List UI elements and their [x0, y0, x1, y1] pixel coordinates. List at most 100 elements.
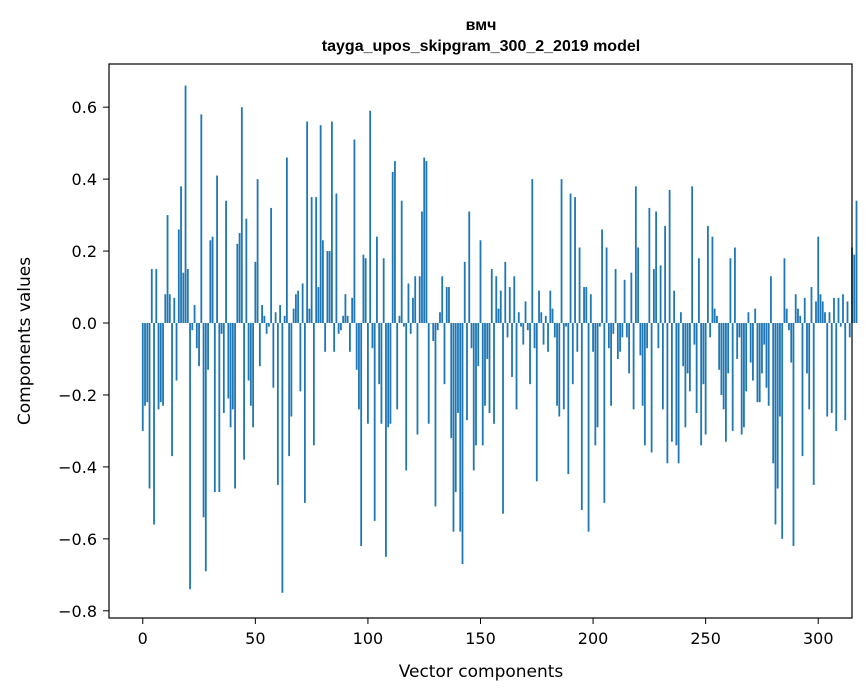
bar [621, 323, 624, 338]
bar [303, 323, 306, 503]
bar [200, 114, 203, 324]
bar [391, 171, 394, 324]
bar [745, 323, 748, 392]
x-tick-label: 150 [465, 629, 496, 648]
bar [382, 258, 385, 324]
bar [794, 294, 797, 324]
bar [637, 247, 640, 324]
bar [265, 323, 268, 334]
bar [423, 157, 426, 324]
bar [752, 323, 754, 381]
bar [650, 323, 653, 453]
bar [853, 254, 856, 324]
bar [788, 323, 790, 331]
bar [792, 323, 795, 547]
bar [364, 258, 367, 324]
bar [648, 207, 651, 324]
bar [493, 323, 495, 424]
bar [758, 323, 761, 403]
bar [848, 323, 851, 338]
bar [592, 323, 594, 352]
bar [328, 251, 331, 324]
bar [477, 323, 480, 367]
bar [443, 323, 446, 385]
bar [204, 323, 207, 572]
bar [285, 157, 288, 324]
bar [560, 179, 563, 324]
bar [562, 323, 565, 410]
bar [427, 323, 430, 424]
bar [846, 301, 849, 324]
bar [191, 323, 194, 331]
bar [691, 186, 694, 324]
plot-frame [108, 63, 853, 619]
bar [380, 323, 383, 424]
bar [466, 323, 468, 421]
bar [639, 323, 642, 356]
bar [344, 294, 347, 324]
bar [288, 323, 291, 457]
bar [461, 323, 464, 565]
bar [175, 323, 178, 381]
bar [567, 323, 570, 475]
bar [587, 323, 590, 532]
bar [396, 323, 399, 410]
bar [810, 287, 813, 324]
bar [459, 323, 462, 532]
bar [594, 323, 597, 446]
bars-group [141, 85, 858, 593]
bar [349, 323, 351, 352]
y-tick-label: −0.6 [58, 530, 97, 549]
bar [173, 297, 176, 324]
bar [299, 323, 302, 392]
bar [603, 323, 606, 503]
bar [189, 323, 191, 590]
x-tick-label: 300 [803, 629, 834, 648]
bar [281, 323, 284, 593]
bar [720, 323, 723, 395]
bar [157, 323, 160, 410]
bar [324, 323, 327, 352]
bar [666, 323, 669, 464]
bar [655, 211, 658, 324]
bar [182, 272, 185, 324]
bar [749, 323, 752, 363]
bar [819, 294, 822, 324]
bar [373, 323, 376, 521]
bar [236, 243, 239, 324]
bar [405, 323, 408, 471]
bar [254, 261, 257, 324]
bar [342, 315, 345, 324]
bar [360, 323, 363, 547]
bar [353, 139, 356, 324]
bar [558, 323, 561, 417]
bar [628, 323, 630, 374]
bar [371, 323, 374, 349]
bar [252, 323, 254, 428]
bar [797, 308, 799, 324]
bar [180, 186, 182, 324]
bar [833, 297, 835, 324]
bar [770, 276, 772, 324]
bar [506, 323, 509, 338]
bar [693, 323, 696, 345]
bar [722, 323, 725, 410]
bar [806, 323, 808, 374]
bar [549, 290, 552, 324]
bar [538, 290, 540, 324]
bar [331, 121, 333, 324]
bar [355, 323, 358, 370]
bar [547, 323, 549, 352]
bar [155, 269, 158, 324]
bar [679, 312, 682, 324]
bar [346, 315, 349, 324]
bar [756, 323, 759, 403]
bar [450, 323, 453, 439]
bar [522, 323, 525, 345]
bar [488, 323, 491, 413]
bar [484, 323, 486, 406]
bar [441, 276, 444, 324]
bar [470, 323, 473, 349]
bar [213, 323, 216, 493]
x-axis-ticks: 0 50 100 150 200 250 300 [138, 618, 834, 648]
